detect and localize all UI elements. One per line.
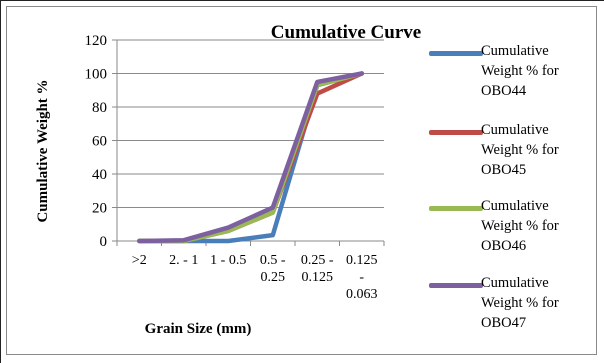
x-tick-label: 0.5 -0.25 [260, 253, 286, 285]
x-tick-label: >2 [132, 253, 147, 268]
legend-label: Cumulative Weight % for OBO46 [481, 198, 559, 254]
y-tick-label: 0 [100, 234, 108, 250]
y-tick-label: 80 [92, 100, 107, 116]
legend-label: Cumulative Weight % for OBO44 [481, 43, 559, 99]
y-tick-label: 120 [85, 33, 108, 49]
x-tick-labels: >2 2. - 1 1 - 0.5 0.5 -0.25 0.25 -0.125 0.125… [132, 253, 378, 302]
legend-swatch [429, 51, 483, 56]
axes [116, 40, 385, 246]
x-tick-label: 1 - 0.5 [210, 253, 246, 268]
legend-swatch [429, 283, 483, 288]
x-tick-label: 0.125 -0.063 [346, 253, 378, 302]
series-lines [137, 71, 365, 244]
y-tick-label: 40 [92, 167, 107, 183]
chart-area: Cumulative Curve Cumulative Weight % Gra… [6, 6, 597, 355]
y-axis-label: Cumulative Weight % [35, 79, 51, 222]
x-axis-label: Grain Size (mm) [145, 321, 252, 337]
x-tick-label: 2. - 1 [169, 253, 198, 268]
line-chart: Cumulative Curve Cumulative Weight % Gra… [35, 22, 421, 337]
legend-swatch [429, 130, 483, 135]
y-tick-label: 60 [92, 134, 107, 150]
legend-label: Cumulative Weight % for OBO45 [481, 122, 559, 178]
x-tick-label: 0.25 -0.125 [301, 253, 334, 285]
y-tick-label: 20 [92, 201, 107, 217]
y-tick-labels: 0 20 40 60 80 100 120 [85, 33, 108, 250]
legend-label: Cumulative Weight % for OBO47 [481, 275, 559, 331]
y-tick-label: 100 [85, 67, 108, 83]
legend-swatch [429, 206, 483, 211]
gridlines [112, 39, 384, 242]
chart-title: Cumulative Curve [271, 22, 421, 43]
series-line-4 [137, 71, 365, 244]
